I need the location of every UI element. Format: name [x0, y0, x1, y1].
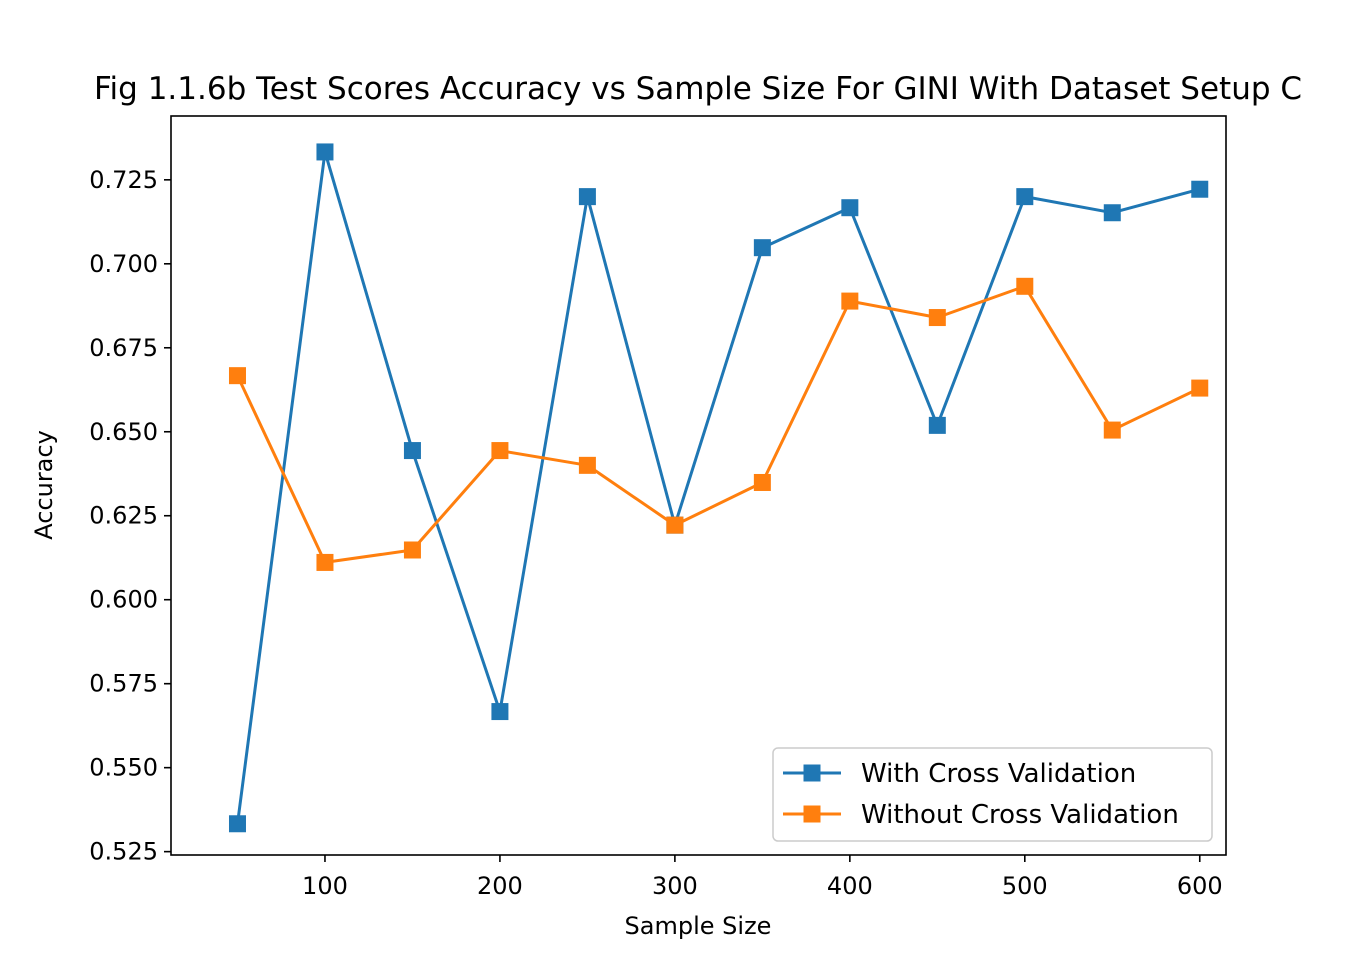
series-2-point: [841, 292, 859, 310]
y-tick-label: 0.575: [89, 670, 158, 698]
series-1-point: [1191, 180, 1209, 198]
series-2-point: [753, 473, 771, 491]
series-1-point: [316, 143, 334, 161]
y-tick-label: 0.600: [89, 586, 158, 614]
x-axis-label: Sample Size: [625, 912, 772, 940]
series-1-point: [403, 442, 421, 460]
series-1-point: [228, 815, 246, 833]
y-tick-label: 0.675: [89, 334, 158, 362]
y-tick-label: 0.725: [89, 166, 158, 194]
series-1-point: [928, 416, 946, 434]
legend-label: Without Cross Validation: [861, 800, 1179, 830]
y-axis-label: Accuracy: [30, 430, 58, 540]
series-2-point: [1103, 421, 1121, 439]
y-tick-label: 0.550: [89, 754, 158, 782]
series-1-point: [578, 188, 596, 206]
series-1-point: [1103, 204, 1121, 222]
legend-box: [772, 747, 1213, 842]
series-1-point: [491, 703, 509, 721]
legend: With Cross Validation Without Cross Valid…: [772, 747, 1213, 842]
y-tick-label: 0.525: [89, 838, 158, 866]
plot-frame: [170, 115, 1227, 856]
legend-label: With Cross Validation: [861, 759, 1136, 789]
series-2-point: [666, 516, 684, 534]
series-2-point: [1016, 277, 1034, 295]
plot-area: 100 200 300 400 500 600 0.525 0.550 0.575 0.600 0.…: [89, 115, 1227, 900]
chart-title: Fig 1.1.6b Test Scores Accuracy vs Sampl…: [94, 71, 1302, 107]
series-line-2: [236, 284, 1201, 564]
x-tick-label: 600: [1177, 872, 1223, 900]
x-tick-label: 100: [302, 872, 348, 900]
series-2-point: [491, 442, 509, 460]
series-line-1: [236, 150, 1201, 824]
series-2-point: [578, 456, 596, 474]
series-2-point: [316, 553, 334, 571]
series-2-point: [1191, 379, 1209, 397]
x-tick-label: 300: [652, 872, 698, 900]
series-2-point: [928, 309, 946, 327]
y-tick-label: 0.700: [89, 250, 158, 278]
series-1-point: [1016, 188, 1034, 206]
x-tick-label: 200: [477, 872, 523, 900]
y-tick-label: 0.650: [89, 418, 158, 446]
series-2-point: [228, 367, 246, 385]
legend-marker: [803, 764, 821, 782]
series-2-point: [403, 541, 421, 559]
x-tick-label: 400: [827, 872, 873, 900]
series-1-point: [841, 199, 859, 217]
legend-marker: [803, 805, 821, 823]
y-tick-label: 0.625: [89, 502, 158, 530]
series-1-point: [753, 239, 771, 257]
x-tick-label: 500: [1002, 872, 1048, 900]
